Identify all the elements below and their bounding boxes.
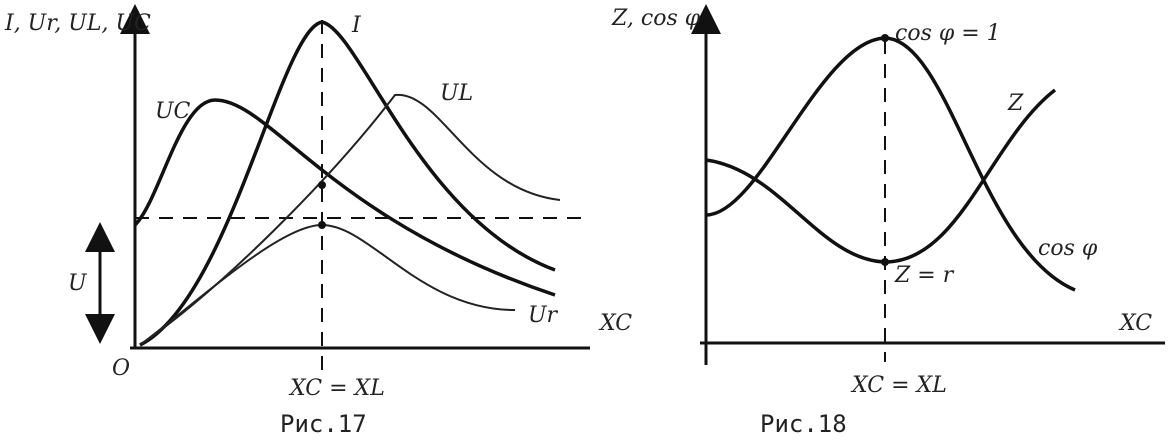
figure-18: Z, cos φ cos φ = 1 Z cos φ Z = r XC XC =… — [611, 4, 1165, 438]
curve-label: UL — [440, 81, 473, 106]
curve-ul — [139, 93, 561, 346]
voltage-label: U — [68, 271, 88, 296]
peak-label: cos φ = 1 — [895, 21, 1001, 46]
minimum-label: Z = r — [894, 263, 955, 288]
curve-label: UC — [155, 99, 191, 124]
curve-cos — [705, 36, 1076, 292]
curve-uc — [133, 98, 556, 297]
curve-label: I — [351, 13, 362, 38]
caption: Рис.17 — [280, 410, 367, 438]
axis-label: XC — [1118, 311, 1152, 336]
axis-label: Z, cos φ — [611, 6, 701, 31]
axis-label: XC — [598, 311, 632, 336]
curve-label: Ur — [528, 303, 559, 328]
point — [881, 34, 889, 42]
curve-label: cos φ — [1038, 236, 1098, 261]
curve-label: Z — [1007, 91, 1024, 116]
caption: Рис.18 — [760, 410, 847, 438]
point — [318, 221, 326, 229]
origin-label: O — [112, 356, 130, 381]
point — [318, 181, 326, 189]
curve-i — [139, 20, 556, 347]
resonance-label: XC = XL — [850, 373, 947, 398]
figure-17: I, Ur, UL, UC UC I UL U Ur XC O XC = XL … — [4, 4, 632, 438]
resonance-label: XC = XL — [288, 376, 385, 401]
point — [881, 258, 889, 266]
axis-label: I, Ur, UL, UC — [4, 11, 151, 36]
